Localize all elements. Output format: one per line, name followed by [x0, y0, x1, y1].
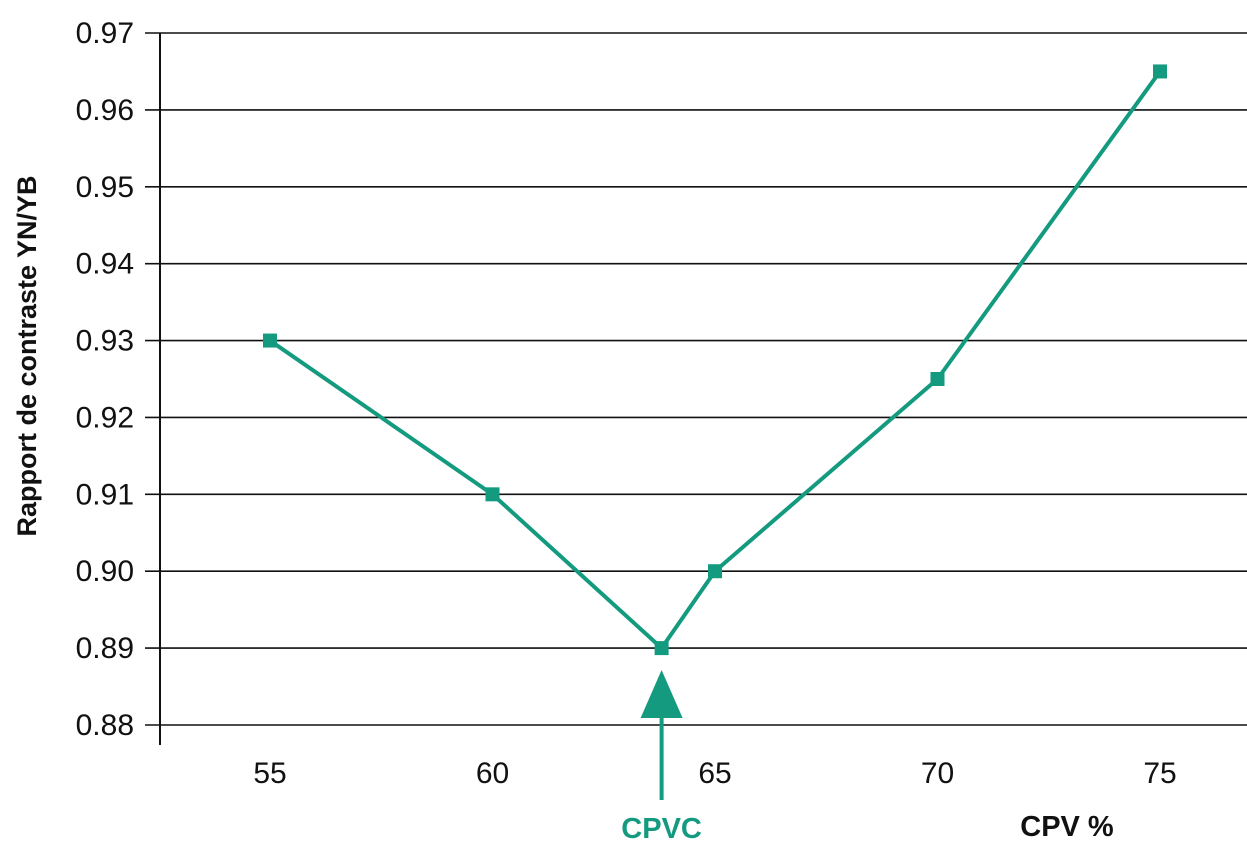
data-point-5: [1153, 64, 1167, 79]
annotation-layer: CPVC: [621, 670, 702, 843]
data-point-1: [485, 487, 500, 502]
series-line-0: [268, 70, 1162, 651]
y-tick-label-0.88: 0.88: [76, 709, 134, 742]
data-point-3: [708, 564, 722, 579]
x-tick-label-75: 75: [1143, 757, 1176, 790]
x-tick-label-55: 55: [253, 757, 286, 790]
y-tick-label-0.96: 0.96: [76, 94, 134, 127]
y-tick-label-0.92: 0.92: [76, 401, 134, 434]
y-tick-label-0.97: 0.97: [76, 17, 134, 50]
y-tick-label-0.90: 0.90: [76, 555, 134, 588]
data-point-0: [263, 333, 277, 348]
data-point-2: [654, 641, 669, 656]
y-tick-label-0.95: 0.95: [76, 171, 134, 204]
annotation-arrow-head: [640, 670, 683, 718]
y-tick-label-0.93: 0.93: [76, 325, 134, 358]
x-tick-label-70: 70: [921, 757, 954, 790]
y-tick-label-0.89: 0.89: [76, 632, 134, 665]
grid-lines: [145, 32, 1247, 726]
x-tick-label-65: 65: [698, 757, 731, 790]
y-tick-labels: 0.88 0.89 0.90 0.91 0.92 0.93 0.94 0.95 0.96 0.97: [76, 17, 134, 742]
y-tick-label-0.91: 0.91: [76, 478, 134, 511]
x-tick-labels: 55 60 65 70 75: [253, 757, 1176, 790]
annotation-label: CPVC: [621, 813, 702, 843]
y-axis-label: Rapport de contraste YN/YB: [12, 175, 42, 536]
x-axis-label: CPV %: [1020, 811, 1114, 843]
y-tick-label-0.94: 0.94: [76, 248, 134, 281]
x-tick-label-60: 60: [476, 757, 509, 790]
data-point-4: [930, 372, 945, 386]
series-layer: [263, 64, 1167, 656]
